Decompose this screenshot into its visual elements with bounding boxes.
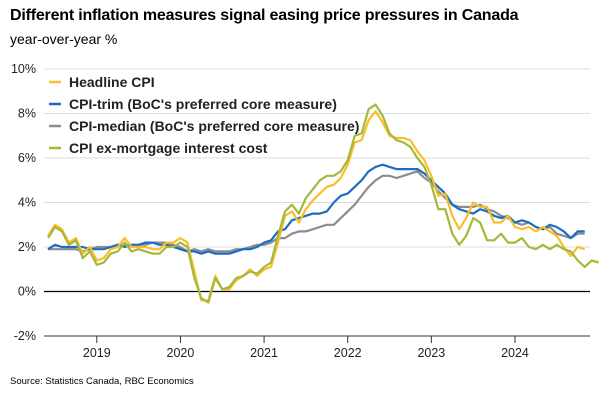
- chart-subtitle: year-over-year %: [10, 31, 118, 47]
- y-tick-label: 4%: [18, 196, 36, 210]
- legend-label: CPI ex-mortgage interest cost: [69, 140, 268, 156]
- y-tick-label: 2%: [18, 240, 36, 254]
- series-line-cpi-ex-mortgage-interest-cost: [47, 103, 599, 304]
- legend-label: CPI-median (BoC's preferred core measure…: [69, 118, 359, 134]
- x-tick-label: 2019: [83, 346, 111, 360]
- x-tick-label: 2020: [167, 346, 195, 360]
- y-tick-label: 10%: [11, 62, 36, 76]
- legend-label: CPI-trim (BoC's preferred core measure): [69, 96, 337, 112]
- x-tick-label: 2022: [334, 346, 362, 360]
- y-axis: -2% 0% 2% 4% 6% 8% 10%: [11, 62, 36, 343]
- series-line-headline-cpi: [47, 110, 586, 302]
- y-tick-label: 6%: [18, 151, 36, 165]
- legend: Headline CPI CPI-trim (BoC's preferred co…: [49, 74, 359, 156]
- y-tick-label: 0%: [18, 285, 36, 299]
- series-lines: [47, 103, 599, 304]
- x-tick-label: 2023: [417, 346, 445, 360]
- legend-label: Headline CPI: [69, 74, 155, 90]
- source-note: Source: Statistics Canada, RBC Economics: [10, 376, 194, 387]
- x-tick-label: 2024: [501, 346, 529, 360]
- x-axis: 2019 2020 2021 2022 2023 2024: [83, 336, 529, 360]
- y-tick-label: -2%: [14, 329, 36, 343]
- series-line-cpi-trim-boc-s-preferred-core-measure: [47, 163, 585, 255]
- x-tick-label: 2021: [250, 346, 278, 360]
- chart-title: Different inflation measures signal easi…: [10, 7, 519, 24]
- y-tick-label: 8%: [18, 107, 36, 121]
